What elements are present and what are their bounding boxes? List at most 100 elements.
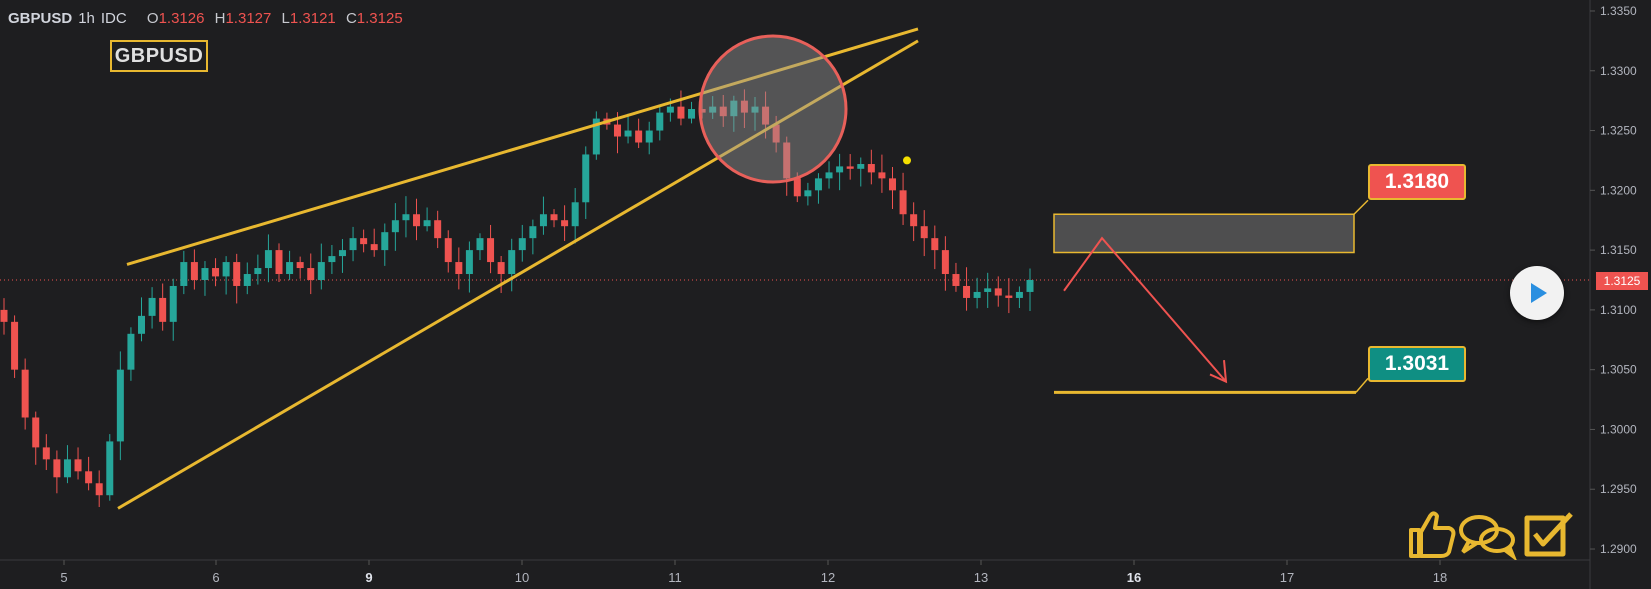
candle-body [243, 274, 251, 286]
candle-body [762, 106, 770, 125]
y-tick-label: 1.3300 [1600, 64, 1637, 78]
candle-body [539, 214, 547, 227]
x-tick-label: 6 [212, 570, 219, 585]
candle-body [391, 220, 399, 233]
candle-body [783, 142, 791, 179]
candle-body [751, 106, 759, 113]
timeframe[interactable]: 1h [78, 10, 95, 27]
y-tick-label: 1.3250 [1600, 124, 1637, 138]
symbol-name[interactable]: GBPUSD [8, 10, 73, 27]
candle-body [952, 274, 960, 286]
y-tick-label: 1.2950 [1600, 482, 1637, 496]
candle-body [592, 118, 600, 155]
candle-body [793, 178, 801, 197]
candle-body [402, 214, 410, 221]
candle-body [582, 154, 590, 203]
x-tick-label: 12 [821, 570, 835, 585]
x-tick-label: 5 [60, 570, 67, 585]
candle-body [11, 321, 19, 370]
wedge-upper-line [126, 27, 919, 266]
candle-body [169, 285, 177, 322]
candle-body [106, 441, 114, 496]
candle-body [931, 238, 939, 251]
candle-body [635, 130, 643, 143]
candle-body [846, 166, 854, 169]
candle-body [772, 124, 780, 143]
candle-body [508, 250, 516, 275]
candle-body [370, 244, 378, 251]
candle-body [222, 262, 230, 277]
candle-body [264, 250, 272, 269]
checkmark-icon[interactable] [1524, 512, 1573, 557]
candle-body [973, 291, 981, 298]
candle-body [212, 268, 220, 277]
candle-body [190, 262, 198, 280]
candle-body [518, 238, 526, 251]
candle-body [201, 268, 209, 280]
candle-body [413, 214, 421, 227]
open-value: 1.3126 [158, 10, 205, 27]
marker-dot [903, 156, 911, 165]
candle-body [487, 238, 495, 263]
x-tick-label: 10 [515, 570, 529, 585]
candle-body [254, 268, 262, 275]
candle-body [148, 297, 156, 316]
candle-body [867, 164, 875, 173]
candle-body [963, 285, 971, 298]
candle-body [624, 130, 632, 137]
reaction-icons [1409, 511, 1573, 560]
candle-body [1026, 280, 1034, 292]
y-tick-label: 1.3350 [1600, 4, 1637, 18]
candle-body [338, 250, 346, 257]
low-label: L [281, 10, 290, 27]
candle-body [1015, 291, 1023, 298]
resistance-zone [1053, 213, 1355, 254]
candle-body [74, 459, 82, 472]
candle-body [666, 106, 674, 113]
speech-bubbles-icon[interactable] [1459, 515, 1517, 560]
candle-body [0, 309, 8, 322]
resistance-label-connector [1353, 199, 1369, 215]
x-tick-label: 16 [1127, 570, 1141, 585]
y-tick-label: 1.3000 [1600, 422, 1637, 436]
candle-body [857, 164, 865, 169]
candle-body [317, 262, 325, 280]
candle-body [613, 124, 621, 137]
candle-body [21, 369, 29, 418]
target-price-label: 1.3031 [1368, 346, 1466, 382]
close-label: C [345, 10, 357, 27]
current-price-tag: 1.3125 [1596, 272, 1648, 290]
symbol-badge: GBPUSD [110, 40, 208, 72]
x-tick-label: 17 [1280, 570, 1294, 585]
candle-body [307, 268, 315, 280]
candle-body [434, 220, 442, 239]
candle-body [349, 238, 357, 251]
candle-body [180, 262, 188, 286]
candle-body [740, 100, 748, 113]
candle-body [730, 100, 738, 117]
y-tick-label: 1.3200 [1600, 183, 1637, 197]
play-button[interactable] [1510, 266, 1564, 320]
y-tick-label: 1.3150 [1600, 243, 1637, 257]
y-tick-label: 1.3100 [1600, 303, 1637, 317]
candle-body [698, 109, 706, 113]
candle-body [63, 459, 71, 478]
x-tick-label: 11 [668, 570, 682, 585]
projection-arrow-head [1209, 360, 1228, 384]
candle-body [423, 220, 431, 227]
candle-body [95, 483, 103, 496]
thumbs-up-icon[interactable] [1409, 511, 1456, 558]
y-tick-label: 1.3050 [1600, 363, 1637, 377]
candle-body [571, 202, 579, 227]
candle-body [116, 369, 124, 442]
candle-body [476, 238, 484, 251]
candle-body [561, 220, 569, 227]
candle-body [497, 262, 505, 275]
candle-body [984, 288, 992, 292]
target-label-connector [1355, 377, 1369, 393]
candle-body [32, 417, 40, 448]
candle-body [656, 112, 664, 131]
candle-body [1005, 295, 1013, 298]
